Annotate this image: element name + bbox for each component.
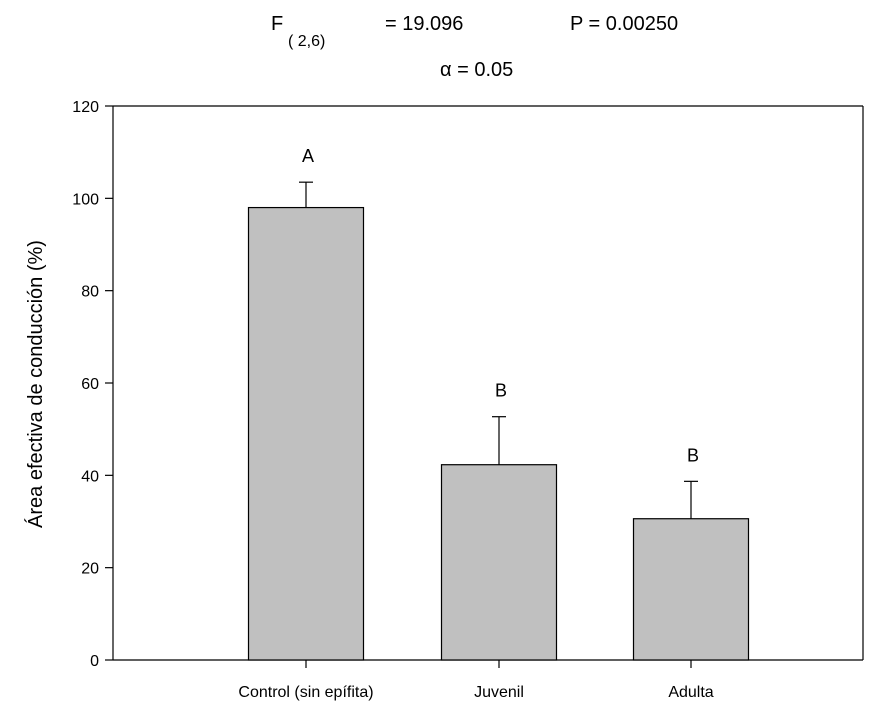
significance-letter: B — [495, 381, 507, 401]
y-ticks: 0 20 40 60 80 100 120 — [72, 99, 113, 670]
y-tick-label: 0 — [90, 653, 99, 670]
significance-letter: A — [302, 146, 314, 166]
p-value: P = 0.00250 — [570, 13, 678, 35]
y-tick-label: 20 — [81, 561, 99, 578]
significance-letter: B — [687, 445, 699, 465]
y-tick-label: 100 — [72, 191, 99, 208]
y-tick-label: 60 — [81, 376, 99, 393]
f-value: = 19.096 — [385, 13, 463, 35]
x-category-label: Juvenil — [474, 684, 524, 701]
bars — [247, 206, 750, 661]
y-tick-label: 120 — [72, 99, 99, 116]
y-axis-title: Área efectiva de conducción (%) — [24, 240, 47, 528]
bar — [440, 464, 558, 661]
y-tick-label: 80 — [81, 284, 99, 301]
x-ticks: Control (sin epífita) Juvenil Adulta — [238, 660, 714, 701]
significance-letters: A B B — [302, 146, 699, 465]
f-degrees-of-freedom: ( 2,6) — [288, 33, 325, 50]
bar — [632, 518, 750, 661]
x-category-label: Control (sin epífita) — [238, 684, 373, 701]
error-bars — [299, 181, 698, 519]
y-tick-label: 40 — [81, 468, 99, 485]
bar — [247, 206, 365, 661]
stats-header: F ( 2,6) = 19.096 P = 0.00250 α = 0.05 — [271, 13, 678, 81]
x-category-label: Adulta — [668, 684, 713, 701]
f-label: F — [271, 13, 283, 35]
alpha-value: α = 0.05 — [440, 59, 513, 81]
